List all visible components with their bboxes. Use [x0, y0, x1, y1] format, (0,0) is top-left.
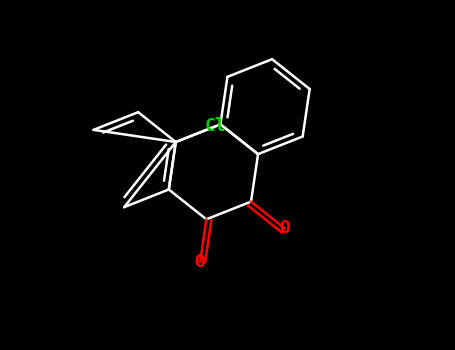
- Text: O: O: [279, 219, 290, 237]
- Text: O: O: [195, 253, 206, 271]
- Text: Cl: Cl: [205, 117, 227, 135]
